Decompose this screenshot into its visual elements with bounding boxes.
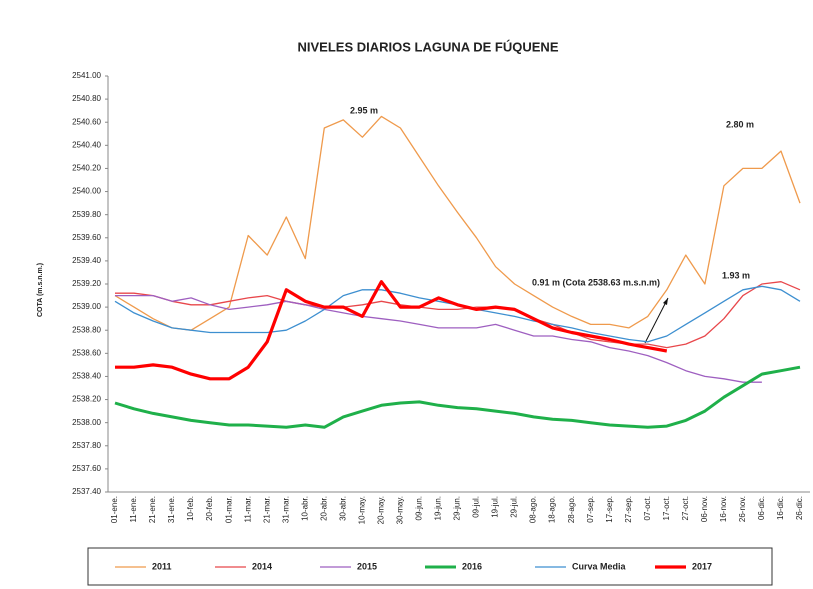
x-tick-label: 11-mar.: [243, 496, 252, 523]
series-line: [114, 365, 801, 429]
y-tick-label: 2539.00: [72, 302, 101, 311]
chart-title: NIVELES DIARIOS LAGUNA DE FÚQUENE: [298, 39, 559, 54]
x-tick-label: 20-may.: [376, 496, 385, 524]
x-tick-label: 16-nov.: [719, 496, 728, 522]
arrow-head: [663, 298, 668, 305]
x-tick-label: 11-ene.: [129, 496, 138, 523]
x-tick-label: 07-sep.: [586, 496, 595, 523]
x-tick-label: 06-dic.: [757, 496, 766, 520]
y-tick-label: 2540.20: [72, 164, 101, 173]
x-tick-label: 09-jul.: [472, 496, 481, 518]
series-line: [115, 280, 668, 381]
x-tick-label: 16-dic.: [776, 496, 785, 520]
y-tick-label: 2539.40: [72, 256, 101, 265]
series-line: [115, 294, 762, 383]
annotation: 0.91 m (Cota 2538.63 m.s.n.m): [532, 277, 660, 287]
annotation: 1.93 m: [722, 270, 750, 280]
x-tick-label: 08-ago.: [529, 496, 538, 523]
x-tick-label: 26-dic.: [795, 496, 804, 520]
y-tick-label: 2537.40: [72, 487, 101, 496]
y-tick-label: 2539.60: [72, 233, 101, 242]
x-tick-label: 06-nov.: [700, 496, 709, 522]
x-tick-label: 30-may.: [396, 496, 405, 524]
x-tick-label: 31-mar.: [281, 496, 290, 523]
x-tick-label: 10-abr.: [300, 496, 309, 521]
legend-label: 2014: [252, 561, 272, 571]
y-tick-label: 2540.60: [72, 117, 101, 126]
annotation: 2.95 m: [350, 105, 378, 115]
x-tick-label: 17-sep.: [605, 496, 614, 523]
x-tick-label: 01-mar.: [224, 496, 233, 523]
y-tick-label: 2539.80: [72, 210, 101, 219]
y-tick-label: 2538.00: [72, 418, 101, 427]
legend-box: [87, 547, 773, 586]
x-tick-label: 26-nov.: [738, 496, 747, 522]
legend-label: 2017: [692, 561, 712, 571]
y-tick-label: 2538.20: [72, 395, 101, 404]
x-tick-label: 21-mar.: [262, 496, 271, 523]
y-tick-label: 2540.00: [72, 187, 101, 196]
legend-label: 2015: [357, 561, 377, 571]
series-line: [115, 281, 801, 349]
y-tick-label: 2538.60: [72, 348, 101, 357]
y-tick-label: 2539.20: [72, 279, 101, 288]
x-tick-label: 10-may.: [357, 496, 366, 524]
x-tick-label: 19-jul.: [491, 496, 500, 518]
x-tick-label: 07-oct.: [643, 496, 652, 520]
y-tick-label: 2540.80: [72, 94, 101, 103]
x-tick-label: 27-oct.: [681, 496, 690, 520]
x-tick-label: 27-sep.: [624, 496, 633, 523]
x-tick-label: 29-jul.: [510, 496, 519, 518]
x-tick-label: 17-oct.: [662, 496, 671, 520]
y-tick-label: 2537.80: [72, 441, 101, 450]
y-tick-label: 2540.40: [72, 140, 101, 149]
annotation-arrow: [644, 297, 669, 344]
x-tick-label: 01-ene.: [110, 496, 119, 523]
x-tick-label: 19-jun.: [434, 496, 443, 520]
annotation: 2.80 m: [726, 119, 754, 129]
x-tick-label: 20-abr.: [319, 496, 328, 521]
y-axis-label: COTA (m.s.n.m.): [37, 263, 44, 317]
legend-label: 2016: [462, 561, 482, 571]
x-tick-label: 29-jun.: [453, 496, 462, 520]
x-tick-label: 31-ene.: [167, 496, 176, 523]
x-tick-label: 28-ago.: [567, 496, 576, 523]
y-tick-label: 2538.40: [72, 372, 101, 381]
x-tick-label: 09-jun.: [415, 496, 424, 520]
x-tick-label: 20-feb.: [205, 496, 214, 521]
legend-label: Curva Media: [572, 561, 627, 571]
y-tick-label: 2541.00: [72, 71, 101, 80]
x-tick-label: 10-feb.: [186, 496, 195, 521]
legend-label: 2011: [152, 561, 172, 571]
x-tick-label: 21-ene.: [148, 496, 157, 523]
series-line: [114, 115, 801, 331]
y-tick-label: 2537.60: [72, 464, 101, 473]
x-tick-label: 18-ago.: [548, 496, 557, 523]
y-tick-label: 2538.80: [72, 325, 101, 334]
x-tick-label: 30-abr.: [338, 496, 347, 521]
